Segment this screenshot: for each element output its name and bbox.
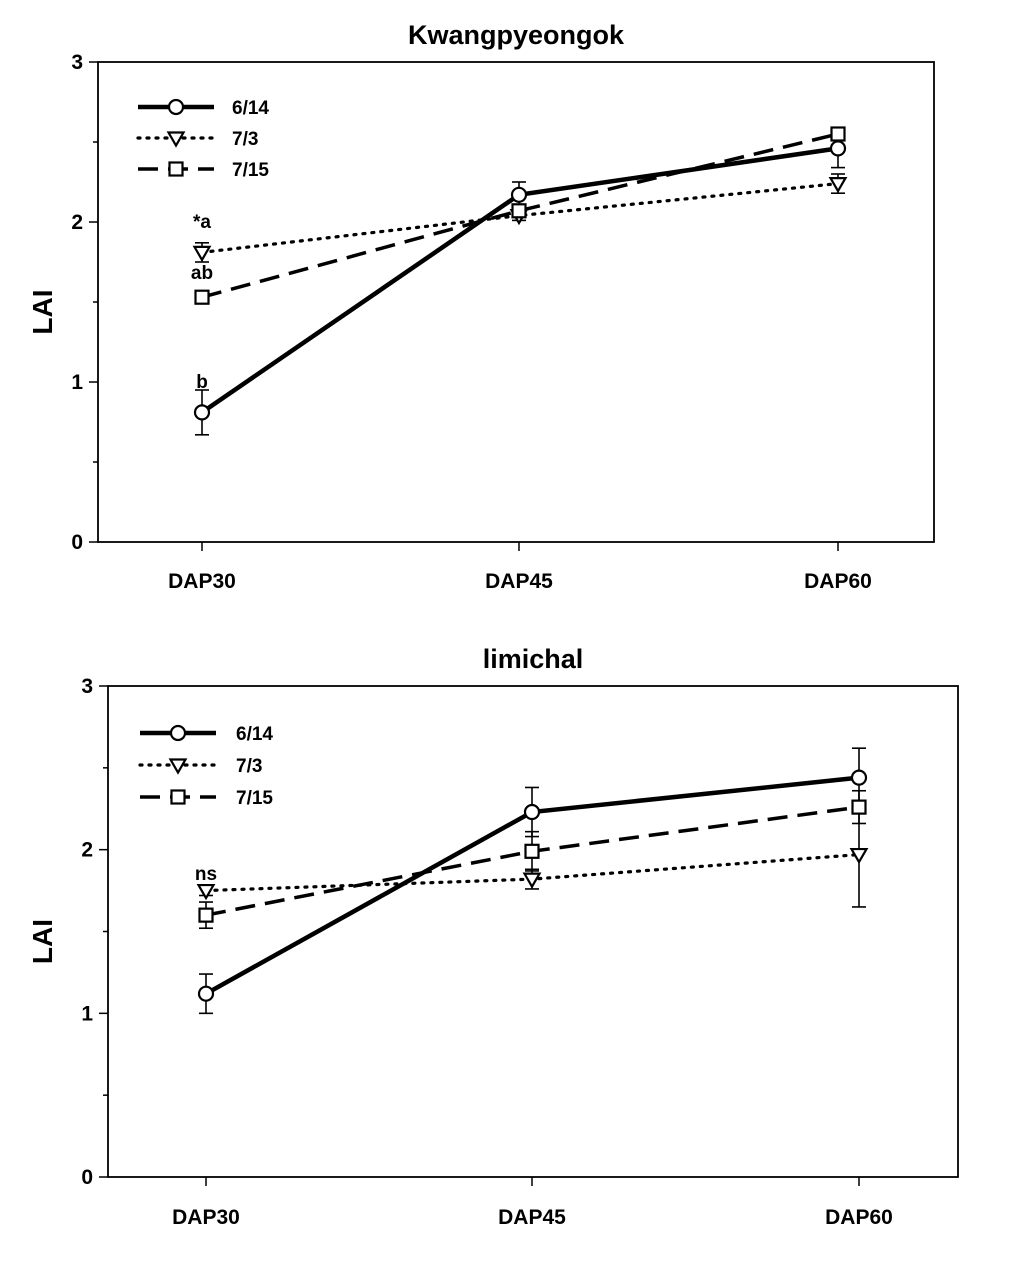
data-point xyxy=(196,883,216,901)
series-7/15 xyxy=(198,789,867,930)
data-point xyxy=(197,985,215,1002)
annotation-label: ns xyxy=(195,864,217,885)
y-tick-label: 1 xyxy=(71,371,83,394)
data-point xyxy=(524,843,540,859)
series-6/14 xyxy=(197,747,868,1015)
chart-panel-1: limichal LAI 0 1 2 3 DAP30 DAP45 DAP60 ns 6/14 7/3 7… xyxy=(27,644,959,1229)
y-tick-label: 0 xyxy=(81,1166,93,1189)
legend: 6/14 7/3 7/15 xyxy=(136,98,269,181)
data-point xyxy=(523,803,541,821)
annotation-label: b xyxy=(196,372,208,393)
legend-label: 7/15 xyxy=(232,160,269,181)
data-point xyxy=(522,872,542,889)
y-tick-label: 3 xyxy=(71,51,83,74)
data-point xyxy=(194,289,210,305)
y-axis-label: LAI xyxy=(27,289,58,334)
legend-marker xyxy=(166,131,186,148)
x-tick-label: DAP60 xyxy=(804,570,872,593)
legend-marker xyxy=(170,789,186,805)
y-axis-label: LAI xyxy=(27,919,58,964)
data-point xyxy=(510,186,528,203)
data-point xyxy=(193,404,211,421)
data-point xyxy=(829,140,847,157)
series-6/14 xyxy=(193,128,847,436)
legend-marker xyxy=(169,724,187,742)
data-point xyxy=(192,245,212,263)
plot-frame xyxy=(97,61,935,543)
legend-label: 6/14 xyxy=(232,98,269,119)
series-7/15 xyxy=(194,126,846,305)
legend-marker xyxy=(167,98,185,116)
series-line xyxy=(200,182,840,254)
x-tick-label: DAP30 xyxy=(172,1206,240,1229)
data-point xyxy=(198,907,214,923)
chart-title: limichal xyxy=(483,644,584,674)
annotation-label: *a xyxy=(193,212,211,233)
legend-label: 7/15 xyxy=(236,788,273,809)
data-point xyxy=(849,847,869,865)
legend: 6/14 7/3 7/15 xyxy=(138,724,273,809)
y-tick-label: 2 xyxy=(81,839,93,862)
y-tick-label: 2 xyxy=(71,211,83,234)
legend-marker xyxy=(168,161,184,177)
chart-panel-0: Kwangpyeongok LAI 0 1 2 3 DAP30 DAP45 DAP60 *a ab b… xyxy=(27,20,935,593)
y-tick-label: 3 xyxy=(81,675,93,698)
x-tick-label: DAP45 xyxy=(485,570,553,593)
data-point xyxy=(850,769,868,786)
data-point xyxy=(828,177,848,194)
y-tick-label: 0 xyxy=(71,531,83,554)
legend-label: 6/14 xyxy=(236,724,273,745)
y-tick-label: 1 xyxy=(81,1002,93,1025)
data-point xyxy=(830,126,846,142)
data-point xyxy=(851,799,867,815)
legend-label: 7/3 xyxy=(232,129,258,150)
chart-title: Kwangpyeongok xyxy=(408,20,625,50)
x-tick-label: DAP60 xyxy=(825,1206,893,1229)
annotation-label: ab xyxy=(191,263,213,284)
legend-label: 7/3 xyxy=(236,756,262,777)
x-tick-label: DAP45 xyxy=(498,1206,566,1229)
series-line xyxy=(201,132,839,299)
legend-marker xyxy=(168,758,188,775)
data-point xyxy=(511,203,527,219)
x-tick-label: DAP30 xyxy=(168,570,236,593)
